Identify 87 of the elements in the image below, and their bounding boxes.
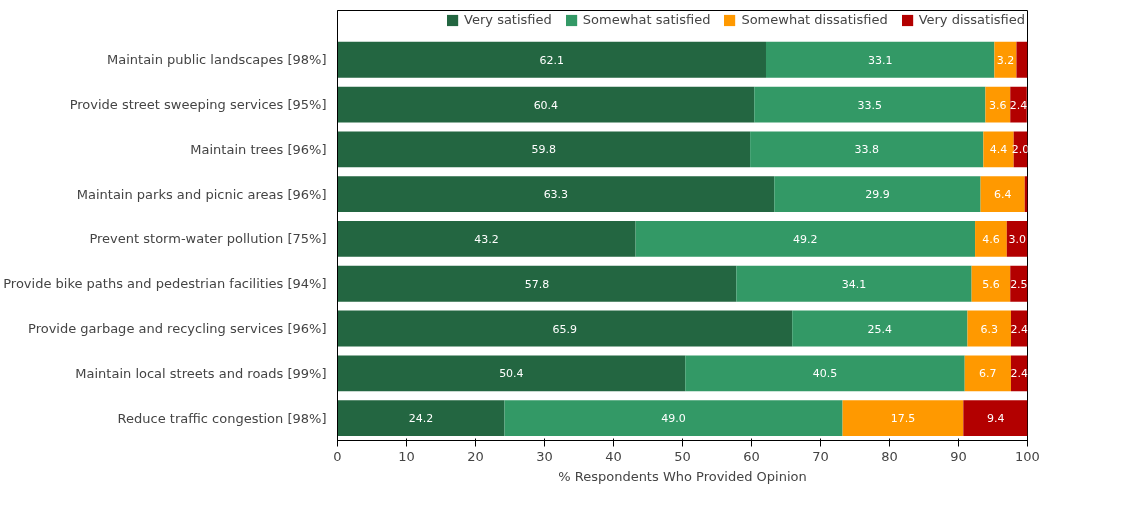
bar [1016,41,1028,78]
x-tick-label: 70 [812,448,829,464]
bar [750,131,984,168]
data-label: 2.4 [1010,367,1028,381]
bar [792,310,968,347]
bar [337,176,775,213]
x-tick-label: 10 [398,448,415,464]
bar [975,221,1007,257]
data-label: 2.4 [1010,322,1028,336]
data-label: 60.4 [533,98,559,112]
bar [963,400,1028,437]
data-label: 3.0 [1008,232,1026,246]
data-label: 33.8 [854,143,879,157]
legend-label: Somewhat satisfied [582,12,711,27]
y-tick-label: Provide garbage and recycling services [96%] [28,321,327,337]
bar [774,176,981,213]
data-label: 2.5 [1010,277,1028,291]
data-label: 33.1 [867,53,893,67]
data-label: 57.8 [524,277,550,291]
bar [754,86,986,123]
data-label: 33.5 [857,98,883,112]
y-tick-label: Maintain parks and picnic areas [96%] [76,186,327,202]
y-tick-label: Reduce traffic congestion [98%] [117,410,327,426]
bar [337,131,751,168]
data-label: 40.5 [812,367,838,381]
bar [685,355,965,392]
bar [985,86,1011,123]
x-tick-label: 80 [881,448,898,464]
bar [635,221,976,257]
bar [337,355,686,392]
bar [337,221,636,257]
data-label: 2.4 [1009,98,1028,112]
x-tick-label: 0 [333,448,342,464]
x-tick-label: 90 [950,448,967,464]
data-label: 6.4 [993,188,1012,202]
data-label: 34.1 [841,277,867,291]
bar [337,400,505,437]
data-label: 3.2 [996,53,1015,67]
y-tick-label: Provide street sweeping services [95%] [69,97,327,113]
data-label: 59.8 [531,143,557,157]
data-label: 62.1 [539,53,564,67]
bar [337,86,755,123]
bar [964,355,1011,392]
x-tick-label: 40 [605,448,622,464]
x-tick-label: 60 [743,448,760,464]
data-label: 50.4 [499,367,524,381]
bar [337,265,737,302]
legend-label: Very dissatisfied [918,12,1025,27]
y-tick-label: Maintain public landscapes [98%] [107,52,327,68]
x-tick-label: 50 [674,448,691,464]
data-label: 49.0 [661,412,686,426]
y-tick-label: Provide bike paths and pedestrian facilities [94%] [3,276,327,292]
bar [337,41,766,78]
legend-label: Somewhat dissatisfied [741,12,888,27]
data-label: 5.6 [982,277,1000,291]
x-axis-title: % Respondents Who Provided Opinion [558,468,807,484]
x-tick-label: 30 [536,448,553,464]
y-tick-label: Prevent storm-water pollution [75%] [89,231,327,247]
data-label: 6.7 [979,367,997,381]
data-label: 24.2 [408,412,434,426]
data-label: 49.2 [793,232,818,246]
x-tick-label: 20 [467,448,484,464]
data-label: 4.6 [982,232,1000,246]
x-tick-label: 100 [1015,448,1040,464]
y-tick-label: Maintain trees [96%] [190,141,327,157]
data-label: 9.4 [987,412,1005,426]
data-label: 29.9 [865,188,890,202]
bar [842,400,964,437]
bar [967,310,1011,347]
legend-label: Very satisfied [464,12,552,27]
bar [337,310,793,347]
data-label: 3.6 [989,98,1007,112]
data-label: 65.9 [552,322,578,336]
data-label: 17.5 [890,412,916,426]
data-label: 63.3 [543,188,569,202]
data-label: 25.4 [867,322,893,336]
bar [765,41,995,78]
bar [983,131,1014,168]
bar [736,265,972,302]
y-tick-label: Maintain local streets and roads [99%] [75,365,327,381]
bar [504,400,843,437]
bar [980,176,1025,213]
data-label: 4.4 [989,143,1008,157]
bar [994,41,1017,78]
data-label: 6.3 [980,322,998,336]
bar [971,265,1011,302]
data-label: 43.2 [474,232,499,246]
